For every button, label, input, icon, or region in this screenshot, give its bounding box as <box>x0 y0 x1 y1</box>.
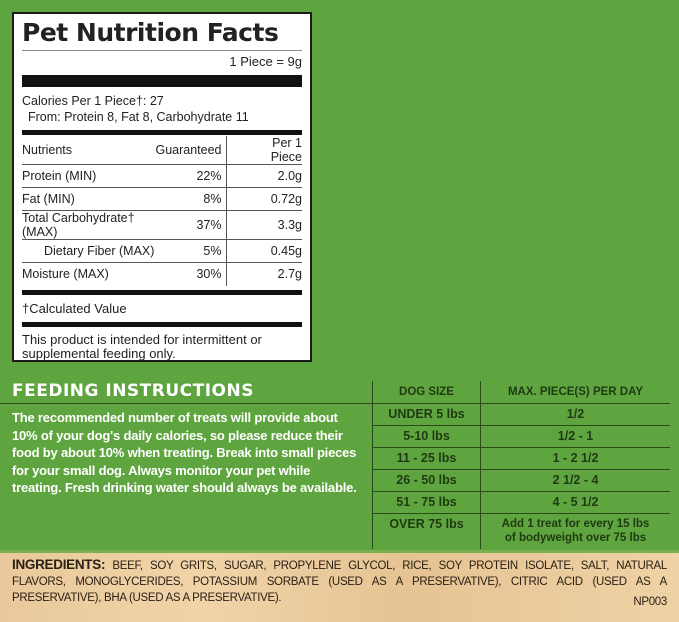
nutrients-table: Nutrients Guaranteed Per 1 Piece Protein (… <box>22 136 302 286</box>
max-pieces: 1/2 <box>480 403 670 426</box>
divider-bar <box>22 75 302 87</box>
divider-thick <box>22 130 302 135</box>
max-pieces: 2 1/2 - 4 <box>480 469 670 492</box>
product-code: NP003 <box>633 596 667 608</box>
per-piece: 0.45g <box>238 239 302 263</box>
dog-size: 5-10 lbs <box>372 425 481 448</box>
table-row: 26 - 50 lbs 2 1/2 - 4 <box>372 469 670 492</box>
feeding-note: This product is intended for intermitten… <box>22 331 262 361</box>
guaranteed: 8% <box>155 187 227 211</box>
guaranteed: 5% <box>155 239 227 263</box>
per-piece: 2.0g <box>238 164 302 188</box>
nutrient-name: Fat (MIN) <box>22 187 156 211</box>
table-header: DOG SIZE MAX. PIECE(S) PER DAY <box>372 381 670 404</box>
divider-thick <box>22 289 302 295</box>
per-piece: 2.7g <box>277 267 302 282</box>
max-pieces: Add 1 treat for every 15 lbs of bodyweig… <box>501 518 650 545</box>
header-dog-size: DOG SIZE <box>372 381 481 404</box>
footnote: †Calculated Value <box>22 300 127 316</box>
feeding-table: DOG SIZE MAX. PIECE(S) PER DAY UNDER 5 lb… <box>372 381 670 549</box>
nutrition-title: Pet Nutrition Facts <box>22 18 302 51</box>
nutrient-name: Moisture (MAX) <box>22 267 109 282</box>
ingredients-panel: INGREDIENTS: BEEF, SOY GRITS, SUGAR, PRO… <box>0 550 679 622</box>
dog-size: 26 - 50 lbs <box>372 469 481 492</box>
table-row: 5-10 lbs 1/2 - 1 <box>372 425 670 448</box>
max-pieces: 1 - 2 1/2 <box>480 447 670 470</box>
max-pieces: 4 - 5 1/2 <box>480 491 670 514</box>
table-row: Dietary Fiber (MAX) 5% 0.45g <box>22 239 302 263</box>
guaranteed: 22% <box>155 164 227 188</box>
calories: Calories Per 1 Piece†: 27 <box>22 94 164 108</box>
header-per-piece: Per 1 Piece <box>238 136 302 165</box>
table-row: OVER 75 lbs Add 1 treat for every 15 lbs … <box>372 513 671 549</box>
dog-size: 11 - 25 lbs <box>372 447 481 470</box>
table-row: 11 - 25 lbs 1 - 2 1/2 <box>372 447 670 470</box>
guaranteed: 37% <box>155 210 227 240</box>
spacer <box>226 210 238 240</box>
header-max-pieces: MAX. PIECE(S) PER DAY <box>480 381 670 404</box>
per-piece: 3.3g <box>238 210 302 240</box>
per-piece: 0.72g <box>238 187 302 211</box>
divider-thick <box>22 321 302 327</box>
table-row: Moisture (MAX) 30% 2.7g <box>22 262 302 286</box>
heading-underline <box>0 403 372 404</box>
nutrient-name: Total Carbohydrate† (MAX) <box>22 210 156 240</box>
ingredients-text: BEEF, SOY GRITS, SUGAR, PROPYLENE GLYCOL… <box>12 560 667 604</box>
spacer <box>226 263 238 286</box>
header-nutrients: Nutrients <box>22 136 156 165</box>
guaranteed: 30% <box>155 262 227 286</box>
table-row: Protein (MIN) 22% 2.0g <box>22 164 302 188</box>
nutrition-facts-panel: Pet Nutrition Facts 1 Piece = 9g Calorie… <box>12 12 312 362</box>
feeding-heading: FEEDING INSTRUCTIONS <box>12 381 254 401</box>
dog-size: 51 - 75 lbs <box>372 491 481 514</box>
nutrient-name: Protein (MIN) <box>22 164 156 188</box>
dog-size: UNDER 5 lbs <box>372 403 481 426</box>
max-pieces: 1/2 - 1 <box>480 425 670 448</box>
header-guaranteed: Guaranteed <box>155 136 227 165</box>
spacer <box>226 136 238 165</box>
table-header: Nutrients Guaranteed Per 1 Piece <box>22 136 302 165</box>
calories-from: From: Protein 8, Fat 8, Carbohydrate 11 <box>28 110 249 124</box>
ingredients-label: INGREDIENTS: <box>12 557 106 572</box>
nutrient-name: Dietary Fiber (MAX) <box>22 239 156 263</box>
spacer <box>226 164 238 188</box>
table-row: 51 - 75 lbs 4 - 5 1/2 <box>372 491 670 514</box>
serving-size: 1 Piece = 9g <box>229 54 302 69</box>
feeding-text: The recommended number of treats will pr… <box>12 410 357 495</box>
dog-size: OVER 75 lbs <box>372 513 481 549</box>
table-row: Total Carbohydrate† (MAX) 37% 3.3g <box>22 210 302 240</box>
spacer <box>226 239 238 263</box>
spacer <box>226 187 238 211</box>
table-row: Fat (MIN) 8% 0.72g <box>22 187 302 211</box>
table-row: UNDER 5 lbs 1/2 <box>372 403 670 426</box>
